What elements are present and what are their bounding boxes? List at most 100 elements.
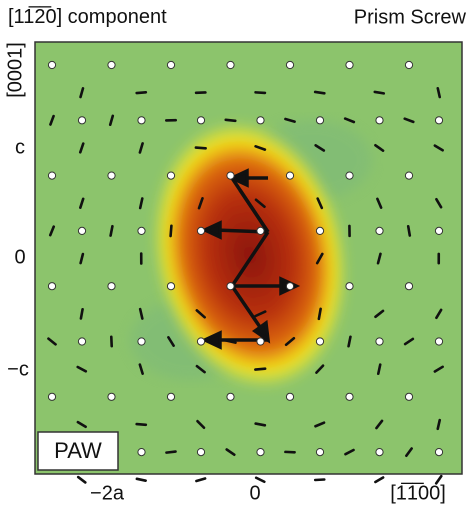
atom-site — [345, 392, 354, 401]
atom-site — [375, 226, 384, 235]
displacement — [405, 447, 413, 458]
displacement — [138, 197, 144, 210]
displacement — [108, 114, 115, 127]
displacement — [195, 477, 207, 483]
displacement — [194, 146, 207, 150]
atom-site — [404, 282, 414, 291]
displacement — [196, 419, 206, 430]
atom-site — [166, 171, 176, 180]
y-tick-label: c — [15, 136, 25, 158]
atom-site — [315, 448, 325, 457]
displacement — [313, 90, 326, 95]
displacement — [254, 476, 266, 484]
y-tick-label: 0 — [14, 246, 25, 268]
atom-site — [137, 116, 146, 125]
displacement — [403, 337, 415, 346]
atom-site — [47, 60, 57, 70]
direction: [11̅2̅0] — [8, 5, 62, 28]
atom-site — [226, 171, 235, 180]
displacement — [224, 118, 237, 123]
displacement — [225, 448, 236, 456]
displacement — [165, 450, 177, 454]
atom-site — [196, 448, 206, 457]
atom-site — [166, 60, 176, 70]
heat-blob — [152, 121, 348, 389]
atom-site — [345, 282, 354, 291]
x-tick-label: −2a — [90, 482, 125, 504]
displacement — [344, 448, 355, 456]
title-right: Prism Screw — [354, 6, 467, 28]
displacement — [375, 419, 384, 430]
atom-site — [166, 282, 176, 291]
displacement — [436, 86, 442, 99]
displacement — [433, 365, 444, 373]
atom-site — [256, 448, 265, 457]
atom-site — [196, 116, 206, 125]
screw-arrows — [200, 168, 301, 350]
displacement — [376, 252, 382, 265]
atom-site — [404, 60, 414, 70]
atom-site — [375, 448, 384, 457]
displacement — [254, 144, 267, 151]
displacement — [317, 307, 322, 321]
x-tick-label: 0 — [249, 482, 260, 504]
legend-label: PAW — [54, 438, 102, 463]
displacement — [284, 117, 296, 123]
displacement — [48, 225, 56, 237]
displacement — [135, 422, 148, 427]
x-axis-label: [1̅1̅00] — [390, 481, 446, 504]
displacement — [197, 197, 204, 210]
atom-site — [196, 226, 206, 235]
plot-frame — [34, 41, 463, 475]
title-left: [11̅2̅0] component — [8, 5, 167, 28]
atom-site — [137, 448, 146, 457]
displacement — [79, 87, 85, 99]
atom-site — [47, 282, 57, 291]
atom-site — [256, 116, 265, 125]
displacement — [343, 117, 356, 124]
displacement — [254, 91, 267, 95]
atom-site — [47, 392, 57, 401]
displacement — [138, 142, 144, 154]
atom-site — [256, 337, 265, 346]
displacement — [79, 307, 84, 320]
y-axis-label: [0001] — [4, 42, 26, 98]
atom-site — [196, 337, 206, 346]
displacement — [76, 365, 88, 373]
atom-site — [107, 282, 116, 291]
atom-site — [375, 337, 384, 346]
displacement — [315, 364, 325, 374]
displacement — [167, 336, 175, 347]
displacement — [138, 307, 144, 320]
atom-site — [137, 226, 146, 235]
legend-box — [37, 431, 119, 471]
displacement — [109, 224, 114, 237]
atom-site — [315, 116, 325, 125]
displacement — [436, 418, 442, 431]
displacement — [47, 337, 57, 346]
displacement — [373, 90, 386, 95]
atom-site — [404, 392, 414, 401]
displacement — [374, 476, 385, 484]
displacement — [79, 252, 85, 265]
displacement — [434, 474, 443, 485]
atom-site — [226, 60, 235, 70]
displacement — [195, 364, 206, 374]
displacement — [78, 142, 85, 154]
displacement — [435, 197, 443, 209]
atom-site — [285, 171, 295, 180]
displacement — [374, 309, 385, 319]
atom-site — [77, 337, 87, 346]
displacement — [195, 309, 206, 319]
displacement — [76, 420, 87, 429]
atom-site — [434, 226, 444, 235]
displacement — [314, 421, 326, 428]
displacement — [433, 144, 444, 152]
atom-site — [285, 392, 295, 401]
displacement — [254, 198, 266, 209]
displacement — [169, 224, 173, 238]
atom-site — [166, 392, 176, 401]
atom-site — [226, 282, 235, 291]
atom-site — [256, 226, 265, 235]
atom-site — [77, 116, 87, 125]
